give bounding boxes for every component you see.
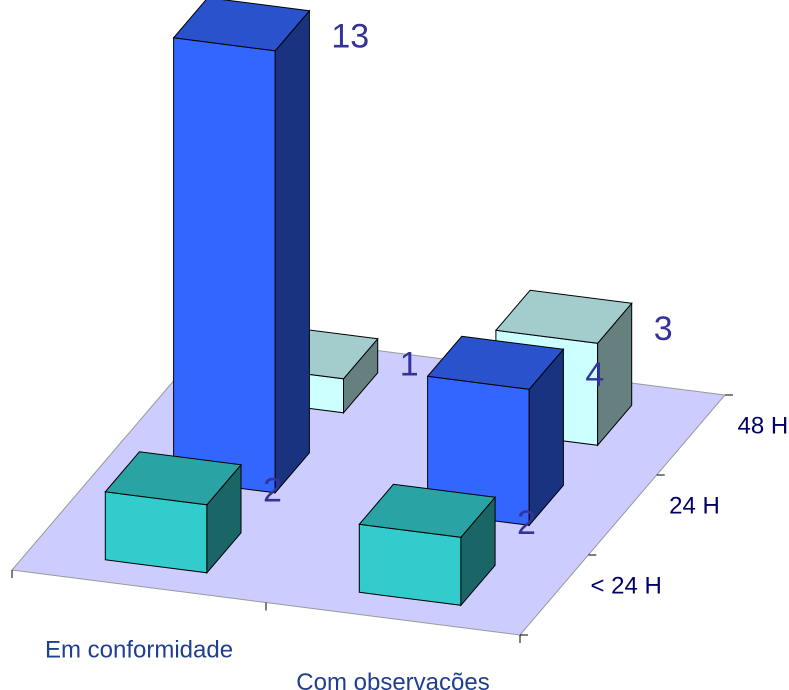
bar-top	[172, 0, 311, 52]
bar-side	[274, 9, 310, 495]
category-label: Com observações	[296, 669, 489, 690]
bar	[426, 335, 565, 527]
value-label: 2	[263, 472, 282, 510]
value-label: 1	[400, 346, 419, 384]
bar	[104, 451, 242, 575]
bar	[358, 483, 497, 607]
bar-top	[358, 483, 497, 538]
category-label: Em conformidade	[45, 637, 233, 664]
bar-top	[494, 289, 633, 344]
bar-front	[104, 491, 208, 574]
series-label: 48 H	[737, 412, 788, 439]
bar-top	[104, 451, 242, 506]
bar-top	[426, 335, 565, 390]
bar-front	[173, 37, 276, 494]
series-label: 24 H	[669, 492, 720, 519]
bar	[172, 0, 311, 495]
bar-front	[358, 523, 462, 606]
value-label: 13	[331, 18, 369, 56]
value-label: 2	[517, 504, 536, 542]
series-label: < 24 H	[590, 572, 661, 599]
value-label: 4	[585, 356, 604, 394]
value-label: 3	[654, 310, 673, 348]
